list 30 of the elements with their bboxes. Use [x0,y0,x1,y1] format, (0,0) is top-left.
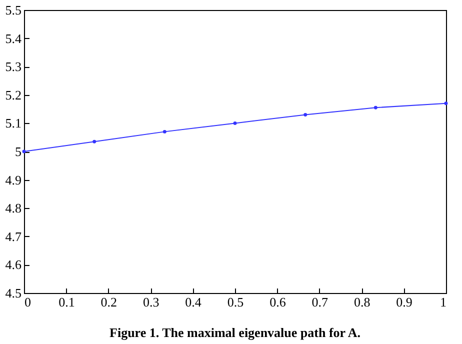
x-tick-label: 1 [440,294,446,310]
x-tick-label: 0.7 [312,294,329,310]
x-tick-label: 0.5 [227,294,244,310]
y-tick-label: 4.5 [5,286,22,300]
y-tick-label: 5 [15,144,22,159]
x-tick-label: 0 [24,294,31,310]
text: Figure 1. The maximal eigenvalue path for A. [110,325,360,340]
y-tick-label: 4.7 [5,228,22,244]
x-tick-label: 0.2 [100,294,118,310]
x-tick-label: 0.8 [354,294,370,310]
x-tick-label: 0.4 [185,294,202,310]
point [162,130,166,134]
y-tick-label: 5.2 [5,87,22,102]
y-tick-label: 4.8 [5,200,22,216]
point [92,140,96,144]
y-tick-label: 4.6 [5,257,22,272]
x-tick-label: 0.9 [396,294,412,310]
point [444,102,448,106]
point [233,121,237,125]
point [304,112,308,116]
y-tick-label: 4.9 [5,172,22,188]
x-tick-label: 0.1 [58,294,75,310]
point [374,106,378,110]
x-tick-label: 0.3 [142,294,160,310]
y-tick-label: 5.4 [5,30,22,46]
y-tick-label: 5.1 [5,116,22,131]
x-tick-label: 0.6 [270,294,286,310]
y-tick-label: 5.3 [5,59,22,74]
point [22,150,26,154]
y-tick-label: 5.5 [5,2,22,18]
